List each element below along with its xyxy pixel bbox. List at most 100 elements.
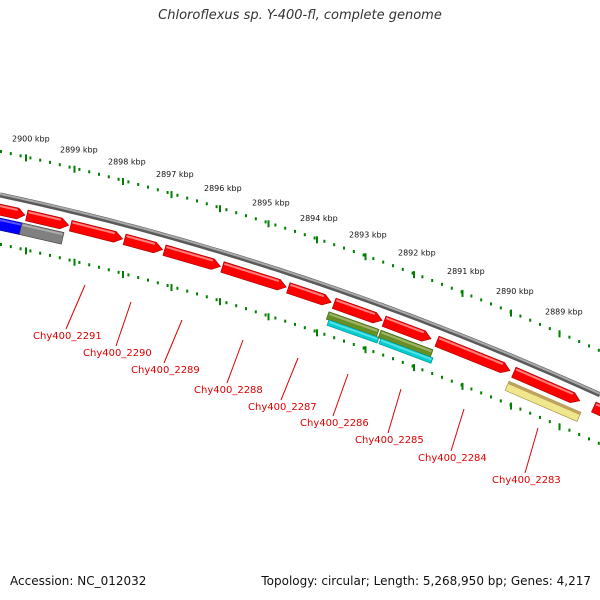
cds-arrow[interactable]	[25, 209, 70, 230]
backbone-highlight	[0, 193, 600, 395]
minor-tick	[343, 246, 345, 250]
minor-tick	[588, 344, 590, 348]
minor-tick	[588, 437, 590, 441]
cyan-feature[interactable]	[326, 319, 380, 344]
minor-tick	[68, 165, 71, 169]
scale-label: 2892 kbp	[398, 249, 436, 258]
major-tick	[510, 402, 512, 410]
minor-tick	[352, 343, 355, 346]
scale-label: 2897 kbp	[156, 170, 194, 179]
olive-feature[interactable]	[377, 329, 434, 358]
cds-arrow[interactable]	[220, 261, 288, 293]
scale-label: 2889 kbp	[545, 308, 583, 317]
scale-label: 2891 kbp	[447, 267, 485, 276]
minor-tick	[98, 172, 100, 176]
minor-tick	[58, 163, 61, 167]
cds-arrow[interactable]	[162, 244, 222, 272]
minor-tick	[225, 208, 228, 212]
minor-tick	[245, 214, 247, 218]
minor-tick	[196, 199, 198, 203]
minor-tick	[274, 223, 277, 227]
gene-label: Chy400_2287	[248, 402, 317, 413]
minor-tick	[147, 278, 149, 282]
minor-tick	[39, 158, 42, 162]
minor-tick	[529, 318, 532, 322]
cds-arrow[interactable]	[122, 233, 164, 255]
callout-line	[387, 388, 402, 434]
cds-arrow[interactable]	[331, 297, 384, 326]
cds-arrow[interactable]	[68, 220, 124, 244]
minor-tick	[313, 329, 316, 333]
minor-tick	[107, 175, 110, 179]
minor-tick	[0, 243, 2, 246]
cds-arrow[interactable]	[511, 366, 582, 406]
gene-label: Chy400_2285	[355, 435, 424, 446]
accession-text: Accession: NC_012032	[10, 574, 147, 588]
cds-arrow[interactable]	[434, 335, 512, 376]
minor-tick	[578, 340, 581, 343]
gene-label: Chy400_2286	[300, 418, 369, 429]
gene-label: Chy400_2284	[418, 453, 487, 464]
cds-arrow[interactable]	[286, 282, 333, 308]
olive-feature[interactable]	[325, 311, 380, 338]
minor-tick	[156, 281, 159, 285]
minor-tick	[264, 313, 267, 317]
minor-tick	[392, 357, 394, 361]
minor-tick	[284, 226, 287, 230]
major-tick	[364, 346, 367, 354]
minor-tick	[294, 322, 296, 326]
genome-summary: Topology: circular; Length: 5,268,950 bp…	[261, 574, 591, 588]
minor-tick	[421, 368, 424, 372]
minor-tick	[431, 372, 434, 375]
minor-tick	[450, 286, 453, 290]
cyan-feature[interactable]	[378, 337, 434, 364]
minor-tick	[372, 350, 375, 354]
major-tick	[170, 284, 173, 292]
minor-tick	[274, 316, 277, 320]
cds-arrow[interactable]	[591, 401, 600, 418]
minor-tick	[205, 295, 208, 299]
scale-label: 2890 kbp	[496, 287, 534, 296]
minor-tick	[186, 196, 189, 200]
gray-feature[interactable]	[18, 222, 65, 245]
minor-tick	[166, 284, 169, 287]
gene-label: Chy400_2289	[131, 365, 200, 376]
minor-tick	[254, 217, 257, 221]
minor-tick	[9, 152, 12, 156]
minor-tick	[88, 263, 91, 267]
major-tick	[122, 178, 124, 185]
minor-tick	[490, 302, 492, 306]
callout-line	[524, 427, 539, 474]
scale-label: 2894 kbp	[300, 214, 338, 223]
minor-tick	[235, 211, 238, 215]
minor-tick	[176, 193, 179, 197]
major-tick	[73, 165, 76, 173]
cds-arrow[interactable]	[0, 203, 26, 221]
minor-tick	[9, 245, 12, 249]
major-tick	[25, 154, 27, 162]
gene-label: Chy400_2288	[194, 385, 263, 396]
minor-tick	[137, 183, 140, 186]
minor-tick	[519, 407, 522, 411]
minor-tick	[137, 276, 140, 279]
minor-tick	[568, 428, 571, 432]
feature-track[interactable]	[0, 203, 600, 422]
minor-tick	[215, 205, 218, 209]
callout-line	[226, 339, 244, 384]
minor-tick	[88, 170, 91, 174]
major-tick	[219, 205, 221, 213]
major-tick	[558, 423, 561, 431]
minor-tick	[431, 279, 434, 282]
minor-tick	[362, 346, 365, 350]
khaki-stripe	[507, 381, 581, 415]
map-title: Chloroflexus sp. Y-400-fl, complete geno…	[158, 8, 442, 23]
major-tick	[170, 191, 173, 199]
minor-tick	[539, 415, 541, 419]
minor-tick	[401, 267, 404, 271]
blue-feature[interactable]	[0, 217, 23, 235]
minor-tick	[382, 353, 385, 357]
cds-arrow[interactable]	[381, 315, 433, 344]
minor-tick	[333, 336, 336, 340]
minor-tick	[411, 364, 414, 368]
